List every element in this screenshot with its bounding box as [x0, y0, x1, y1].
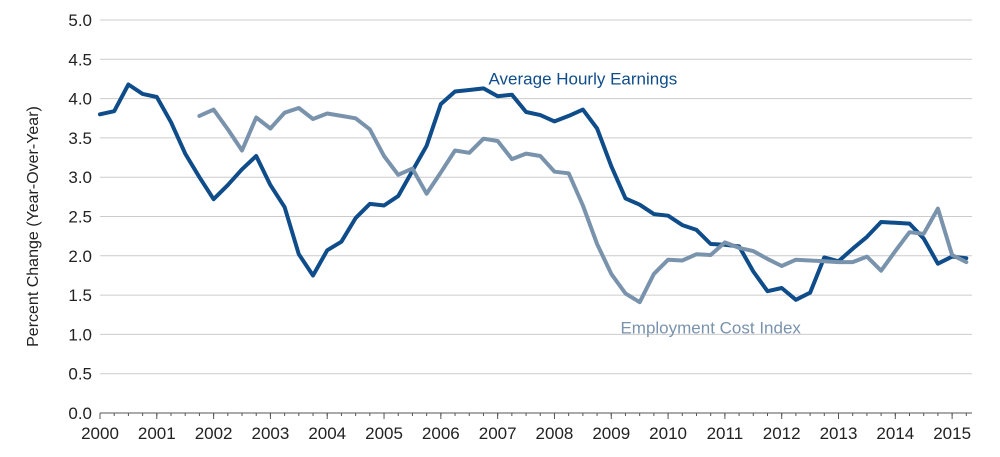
- x-tick-label: 2009: [592, 424, 630, 443]
- axes: [99, 412, 972, 419]
- x-tick-label: 2004: [308, 424, 346, 443]
- x-tick-label: 2003: [252, 424, 290, 443]
- y-tick-labels: 0.0 0.5 1.0 1.5 2.0 2.5 3.0 3.5 4.0 4.5 5.0: [68, 11, 92, 423]
- y-tick-label: 0.0: [68, 404, 92, 423]
- x-tick-label: 2006: [422, 424, 460, 443]
- y-tick-label: 5.0: [68, 11, 92, 30]
- y-axis-label: Percent Change (Year-Over-Year): [25, 106, 42, 347]
- series-lines: [98, 82, 969, 305]
- series-line-average-hourly-earnings: [98, 82, 969, 302]
- x-tick-label: 2011: [707, 424, 744, 443]
- x-tick-label: 2010: [649, 424, 687, 443]
- x-tick-label: 2007: [479, 424, 517, 443]
- x-tick-label: 2015: [933, 424, 971, 443]
- x-tick-label: 2013: [820, 424, 858, 443]
- series-labels: Average Hourly Earnings Employment Cost I…: [489, 69, 802, 337]
- x-tick-label: 2000: [81, 424, 119, 443]
- y-tick-label: 3.5: [68, 129, 92, 148]
- y-tick-label: 3.0: [68, 168, 92, 187]
- x-tick-label: 2012: [763, 424, 801, 443]
- y-tick-label: 0.5: [68, 365, 92, 384]
- series-line-employment-cost-index: [197, 106, 969, 305]
- y-tick-label: 1.5: [68, 286, 92, 305]
- x-tick-label: 2002: [195, 424, 233, 443]
- series-label: Employment Cost Index: [620, 319, 801, 338]
- series-label: Average Hourly Earnings: [489, 69, 678, 88]
- y-tick-label: 1.0: [68, 325, 92, 344]
- x-tick-label: 2008: [536, 424, 574, 443]
- x-tick-label: 2005: [365, 424, 403, 443]
- x-tick-label: 2014: [876, 424, 914, 443]
- x-tick-labels: 2000 2001 2002 2003 2004 2005 2006 2007 2008 2009…: [81, 424, 971, 443]
- y-tick-label: 4.0: [68, 90, 92, 109]
- x-tick-label: 2001: [138, 424, 176, 443]
- y-tick-label: 2.5: [68, 208, 92, 227]
- y-tick-label: 2.0: [68, 247, 92, 266]
- y-tick-label: 4.5: [68, 50, 92, 69]
